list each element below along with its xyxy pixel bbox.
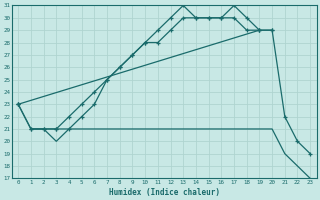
X-axis label: Humidex (Indice chaleur): Humidex (Indice chaleur) (109, 188, 220, 197)
